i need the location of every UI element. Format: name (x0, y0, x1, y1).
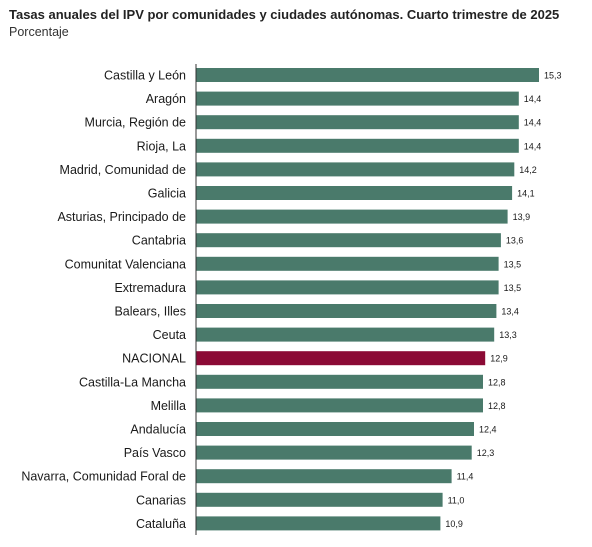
value-label-cantabria: 13,6 (506, 236, 524, 246)
chart-subtitle: Porcentaje (9, 25, 69, 39)
category-label-cantabria: Cantabria (132, 234, 186, 248)
category-label-comunitat-valenciana: Comunitat Valenciana (65, 257, 186, 271)
value-label-castilla-y-leon: 15,3 (544, 71, 562, 81)
value-label-cataluna: 10,9 (445, 519, 463, 529)
category-label-cataluna: Cataluña (136, 517, 186, 531)
value-label-extremadura: 13,5 (504, 283, 522, 293)
value-label-ceuta: 13,3 (499, 330, 517, 340)
value-label-navarra-comunidad-foral-de: 11,4 (457, 472, 474, 482)
category-label-pais-vasco: País Vasco (124, 446, 186, 460)
value-label-nacional: 12,9 (490, 354, 508, 364)
category-label-navarra-comunidad-foral-de: Navarra, Comunidad Foral de (21, 470, 186, 484)
bar-rioja-la (196, 138, 519, 153)
value-label-canarias: 11,0 (448, 495, 465, 505)
category-label-ceuta: Ceuta (153, 328, 186, 342)
value-label-asturias-principado-de: 13,9 (513, 212, 531, 222)
category-label-extremadura: Extremadura (114, 281, 186, 295)
bar-castilla-y-leon (196, 68, 539, 82)
category-label-melilla: Melilla (151, 399, 186, 413)
bar-extremadura (196, 280, 499, 295)
value-label-pais-vasco: 12,3 (477, 448, 495, 458)
bar-madrid-comunidad-de (196, 162, 515, 177)
value-label-madrid-comunidad-de: 14,2 (519, 165, 537, 175)
category-label-canarias: Canarias (136, 493, 186, 507)
value-label-murcia-region-de: 14,4 (524, 118, 542, 128)
category-label-andalucia: Andalucía (130, 423, 186, 437)
bar-castilla-la-mancha (196, 374, 483, 389)
bar-asturias-principado-de (196, 209, 508, 224)
bar-andalucia (196, 422, 474, 436)
bar-nacional (196, 351, 486, 366)
category-label-aragon: Aragón (146, 92, 186, 106)
value-label-comunitat-valenciana: 13,5 (504, 259, 522, 269)
value-label-balears-illes: 13,4 (501, 307, 519, 317)
value-label-aragon: 14,4 (524, 94, 542, 104)
category-label-murcia-region-de: Murcia, Región de (85, 116, 186, 130)
value-label-rioja-la: 14,4 (524, 141, 542, 151)
value-label-castilla-la-mancha: 12,8 (488, 377, 506, 387)
category-label-nacional: NACIONAL (122, 352, 186, 366)
category-label-galicia: Galicia (148, 187, 186, 201)
bar-cataluna (196, 516, 441, 531)
category-label-madrid-comunidad-de: Madrid, Comunidad de (60, 163, 187, 177)
category-label-castilla-y-leon: Castilla y León (104, 69, 186, 83)
bar-ceuta (196, 327, 495, 342)
category-label-asturias-principado-de: Asturias, Principado de (57, 210, 186, 224)
bar-pais-vasco (196, 445, 472, 460)
category-label-castilla-la-mancha: Castilla-La Mancha (79, 375, 186, 389)
category-label-balears-illes: Balears, Illes (114, 305, 186, 319)
bar-murcia-region-de (196, 115, 519, 130)
bar-canarias (196, 492, 443, 507)
bar-cantabria (196, 233, 501, 248)
bar-melilla (196, 398, 483, 413)
value-label-galicia: 14,1 (517, 189, 535, 199)
bar-aragon (196, 91, 519, 106)
chart-title: Tasas anuales del IPV por comunidades y … (9, 7, 560, 22)
bar-navarra-comunidad-foral-de (196, 469, 452, 484)
bar-galicia (196, 186, 513, 200)
bar-comunitat-valenciana (196, 256, 499, 271)
bar-balears-illes (196, 304, 497, 318)
value-label-melilla: 12,8 (488, 401, 506, 411)
value-label-andalucia: 12,4 (479, 425, 497, 435)
category-label-rioja-la: Rioja, La (137, 139, 186, 153)
